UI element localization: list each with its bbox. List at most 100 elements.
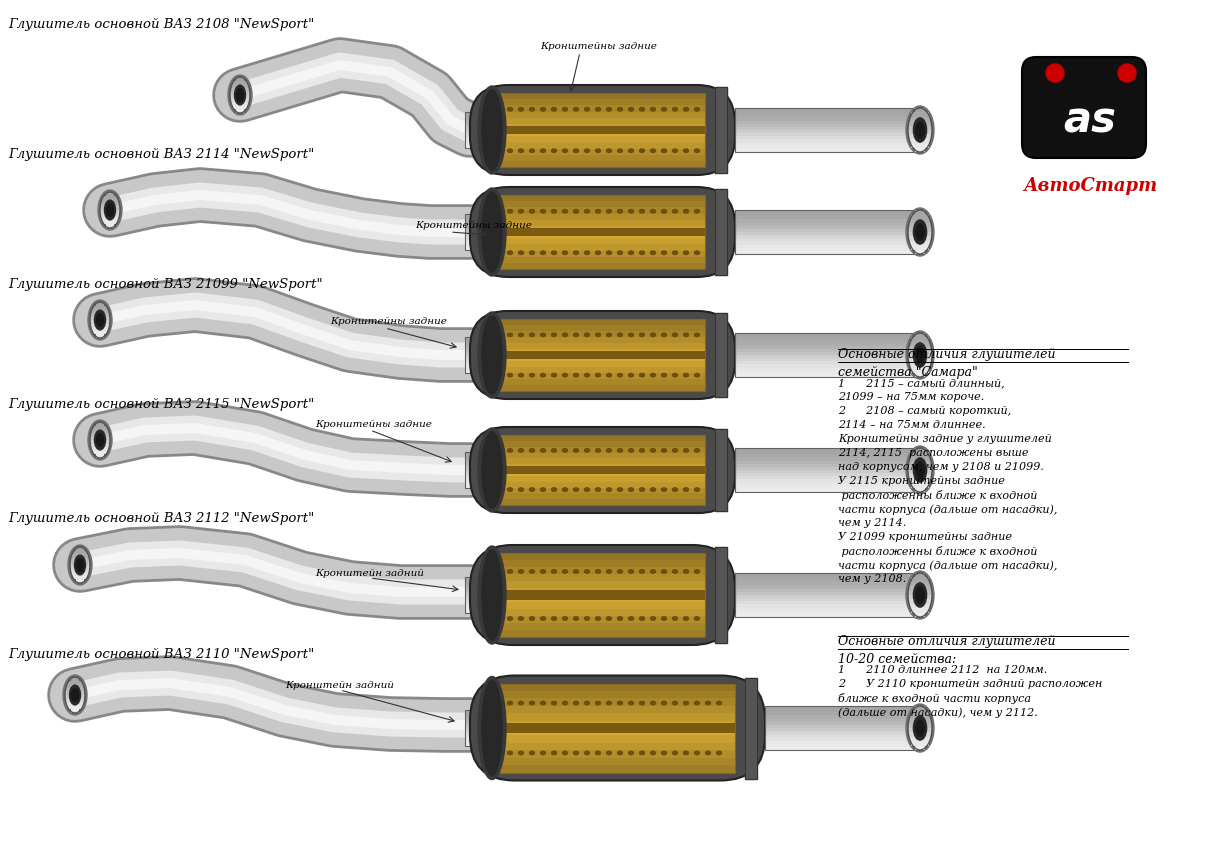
Bar bbox=[736, 473, 920, 476]
Bar bbox=[736, 374, 920, 377]
Bar bbox=[465, 138, 475, 140]
Bar bbox=[101, 203, 119, 207]
Ellipse shape bbox=[673, 108, 678, 111]
Ellipse shape bbox=[695, 701, 700, 705]
Ellipse shape bbox=[551, 751, 556, 755]
Bar bbox=[736, 149, 920, 152]
Bar bbox=[909, 599, 932, 604]
Text: АвтоСтарт: АвтоСтарт bbox=[1023, 177, 1157, 195]
Bar bbox=[90, 316, 111, 320]
Ellipse shape bbox=[618, 488, 623, 491]
Bar bbox=[907, 728, 932, 733]
Ellipse shape bbox=[518, 449, 523, 452]
Bar bbox=[715, 189, 727, 275]
Bar bbox=[500, 126, 705, 134]
Ellipse shape bbox=[95, 310, 106, 330]
Ellipse shape bbox=[551, 488, 556, 491]
Bar bbox=[99, 207, 120, 210]
Ellipse shape bbox=[98, 190, 122, 230]
Ellipse shape bbox=[651, 373, 656, 377]
Bar bbox=[465, 224, 475, 227]
Bar bbox=[910, 241, 931, 245]
Ellipse shape bbox=[518, 108, 523, 111]
Bar bbox=[500, 105, 705, 112]
Bar bbox=[465, 122, 475, 125]
Bar bbox=[231, 99, 249, 102]
Bar bbox=[736, 108, 920, 111]
Bar bbox=[909, 346, 932, 350]
Ellipse shape bbox=[518, 570, 523, 573]
Bar bbox=[96, 334, 104, 338]
Bar bbox=[230, 95, 251, 99]
Bar bbox=[715, 313, 727, 397]
Bar bbox=[91, 309, 108, 313]
Ellipse shape bbox=[695, 210, 700, 213]
Bar bbox=[736, 352, 920, 355]
Ellipse shape bbox=[562, 701, 567, 705]
Text: У 2115 кронштейны задние: У 2115 кронштейны задние bbox=[837, 476, 1005, 486]
Ellipse shape bbox=[529, 570, 534, 573]
Ellipse shape bbox=[551, 210, 556, 213]
Bar bbox=[736, 367, 920, 371]
Ellipse shape bbox=[507, 210, 512, 213]
Ellipse shape bbox=[673, 617, 678, 620]
Ellipse shape bbox=[518, 701, 523, 705]
Bar bbox=[736, 133, 920, 136]
Ellipse shape bbox=[673, 449, 678, 452]
Bar bbox=[500, 343, 705, 349]
Bar bbox=[500, 722, 736, 734]
Ellipse shape bbox=[63, 675, 87, 715]
Bar bbox=[736, 371, 920, 374]
Bar bbox=[765, 738, 920, 740]
FancyBboxPatch shape bbox=[470, 311, 736, 399]
Ellipse shape bbox=[629, 149, 634, 152]
Bar bbox=[911, 112, 928, 116]
Bar bbox=[500, 201, 705, 208]
Ellipse shape bbox=[562, 333, 567, 337]
Bar bbox=[465, 353, 475, 355]
Bar bbox=[765, 716, 920, 718]
Ellipse shape bbox=[916, 224, 925, 240]
Ellipse shape bbox=[596, 488, 600, 491]
Ellipse shape bbox=[483, 316, 502, 394]
Ellipse shape bbox=[596, 333, 600, 337]
Bar bbox=[911, 214, 928, 218]
Bar bbox=[465, 483, 475, 485]
Ellipse shape bbox=[483, 550, 502, 640]
Bar bbox=[736, 485, 920, 489]
Ellipse shape bbox=[651, 617, 656, 620]
Text: 1      2115 – самый длинный,: 1 2115 – самый длинный, bbox=[837, 378, 1005, 388]
Ellipse shape bbox=[607, 333, 612, 337]
Ellipse shape bbox=[507, 701, 512, 705]
Ellipse shape bbox=[507, 149, 512, 152]
Ellipse shape bbox=[540, 449, 545, 452]
Bar bbox=[500, 765, 736, 773]
Bar bbox=[765, 731, 920, 734]
Ellipse shape bbox=[662, 333, 667, 337]
Bar bbox=[736, 592, 920, 595]
Bar bbox=[70, 561, 90, 565]
Bar bbox=[465, 720, 475, 722]
Bar bbox=[500, 743, 736, 751]
Ellipse shape bbox=[596, 570, 600, 573]
Ellipse shape bbox=[916, 587, 925, 603]
Ellipse shape bbox=[618, 333, 623, 337]
Bar bbox=[70, 569, 90, 572]
Bar bbox=[500, 757, 736, 766]
Ellipse shape bbox=[695, 251, 700, 254]
Bar bbox=[911, 609, 928, 613]
Ellipse shape bbox=[629, 210, 634, 213]
Bar bbox=[736, 127, 920, 130]
Bar bbox=[91, 447, 108, 450]
Bar bbox=[70, 565, 90, 569]
Bar bbox=[736, 232, 920, 235]
Ellipse shape bbox=[651, 449, 656, 452]
Bar bbox=[500, 124, 705, 131]
Bar bbox=[500, 574, 705, 581]
Ellipse shape bbox=[651, 251, 656, 254]
Bar bbox=[915, 613, 925, 617]
Ellipse shape bbox=[662, 251, 667, 254]
Ellipse shape bbox=[573, 373, 578, 377]
Ellipse shape bbox=[104, 200, 115, 220]
Bar bbox=[736, 573, 920, 617]
